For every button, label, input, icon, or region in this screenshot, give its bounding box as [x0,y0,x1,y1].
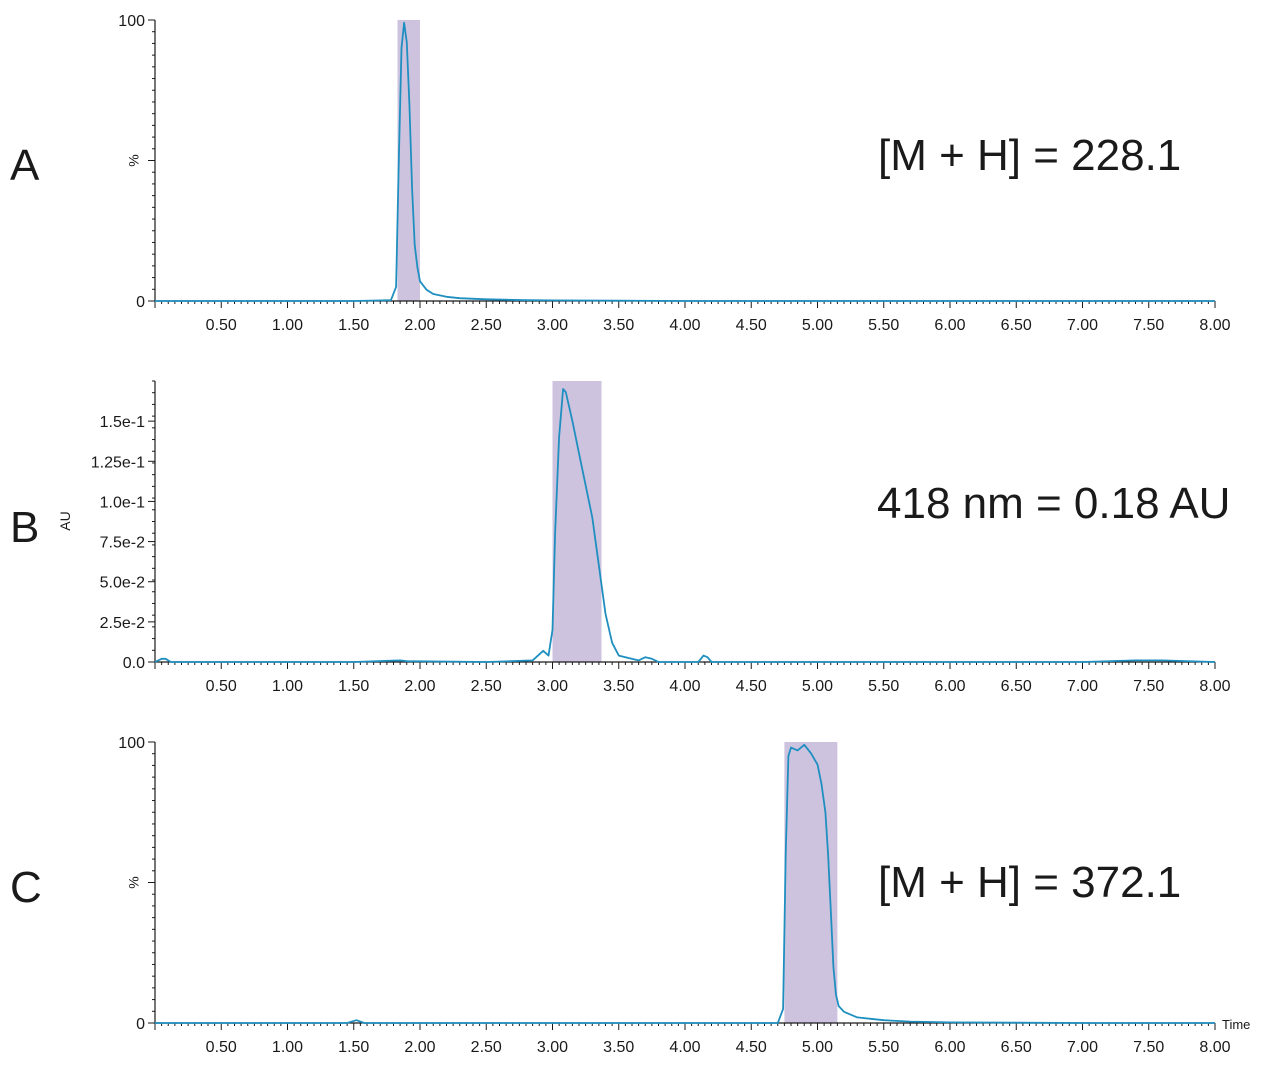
x-tick-label: 3.50 [603,1039,634,1056]
x-tick-label: 2.50 [471,1039,502,1056]
x-tick-label: 7.00 [1067,678,1098,695]
x-tick-label: 6.00 [934,1039,965,1056]
y-tick-label: 1.5e-1 [100,414,145,431]
chart-panel-b: 0.50 1.00 1.50 2.00 2.50 3.00 3.50 4.00 4.50 5.00… [10,380,1231,695]
panel-annotation: [M + H] = 228.1 [878,131,1181,180]
y-tick-label: 0.0 [123,655,145,672]
x-tick-label: 4.00 [669,1039,700,1056]
x-tick-label: 3.50 [603,317,634,334]
chromatogram-trace-line [155,743,1215,1024]
x-tick-label: 7.00 [1067,1039,1098,1056]
x-tick-label: 0.50 [206,678,237,695]
y-tick-label: 1.0e-1 [100,494,145,511]
x-tick-label: 3.00 [537,1039,568,1056]
x-tick-label: 5.00 [802,1039,833,1056]
x-tick-label: 1.50 [338,678,369,695]
x-tick-label: 8.00 [1199,317,1230,334]
x-tick-label: 7.50 [1133,678,1164,695]
panel-annotation: 418 nm = 0.18 AU [877,479,1230,528]
x-tick-label: 3.00 [537,678,568,695]
chromatogram-trace-line [155,21,1215,302]
y-tick-label: 2.5e-2 [100,615,145,632]
x-tick-label: 3.00 [537,317,568,334]
x-tick-label: 1.50 [338,317,369,334]
x-tick-label: 2.00 [404,1039,435,1056]
x-axis-label: Time [1222,1017,1250,1032]
x-tick-label: 5.50 [868,678,899,695]
x-tick-label: 4.00 [669,317,700,334]
x-tick-label: 5.50 [868,317,899,334]
x-tick-label: 5.00 [802,317,833,334]
x-tick-label: 2.00 [404,317,435,334]
x-tick-label: 5.50 [868,1039,899,1056]
y-tick-label: 5.0e-2 [100,575,145,592]
x-tick-label: 1.00 [272,317,303,334]
y-axis-label: % [126,154,142,166]
x-tick-label: 4.00 [669,678,700,695]
x-tick-label: 0.50 [206,1039,237,1056]
x-tick-label: 0.50 [206,317,237,334]
y-axis-label: % [126,876,142,888]
x-tick-label: 6.00 [934,317,965,334]
chart-panel-a: 0.50 1.00 1.50 2.00 2.50 3.00 3.50 4.00 4.50 5.00… [10,13,1231,334]
x-tick-label: 6.50 [1001,678,1032,695]
x-tick-label: 4.50 [736,317,767,334]
x-tick-label: 5.00 [802,678,833,695]
chart-panel-c: 0.50 1.00 1.50 2.00 2.50 3.00 3.50 4.00 4.50 5.00… [10,735,1250,1056]
x-tick-label: 4.50 [736,678,767,695]
x-tick-label: 1.00 [272,1039,303,1056]
x-tick-label: 1.50 [338,1039,369,1056]
x-tick-label: 2.50 [471,317,502,334]
x-tick-label: 7.00 [1067,317,1098,334]
x-tick-label: 4.50 [736,1039,767,1056]
panel-letter: C [10,863,42,912]
panel-letter: B [10,503,39,552]
chromatogram-trace-line [154,388,1216,663]
panel-letter: A [10,141,40,190]
y-tick-label: 0 [136,1016,145,1033]
y-tick-label: 100 [118,735,145,752]
x-tick-label: 3.50 [603,678,634,695]
x-tick-label: 7.50 [1133,317,1164,334]
x-tick-label: 6.00 [934,678,965,695]
peak-highlight-band [784,742,838,1023]
x-tick-label: 8.00 [1199,678,1230,695]
x-tick-label: 7.50 [1133,1039,1164,1056]
panel-annotation: [M + H] = 372.1 [878,858,1181,907]
x-tick-label: 6.50 [1001,1039,1032,1056]
y-tick-label: 7.5e-2 [100,535,145,552]
y-tick-label: 100 [118,13,145,30]
x-tick-label: 6.50 [1001,317,1032,334]
y-tick-label: 0 [136,294,145,311]
x-tick-label: 1.00 [272,678,303,695]
x-tick-label: 8.00 [1199,1039,1230,1056]
y-tick-label: 1.25e-1 [91,454,145,471]
x-tick-label: 2.50 [471,678,502,695]
x-tick-label: 2.00 [404,678,435,695]
y-axis-label: AU [57,511,73,530]
